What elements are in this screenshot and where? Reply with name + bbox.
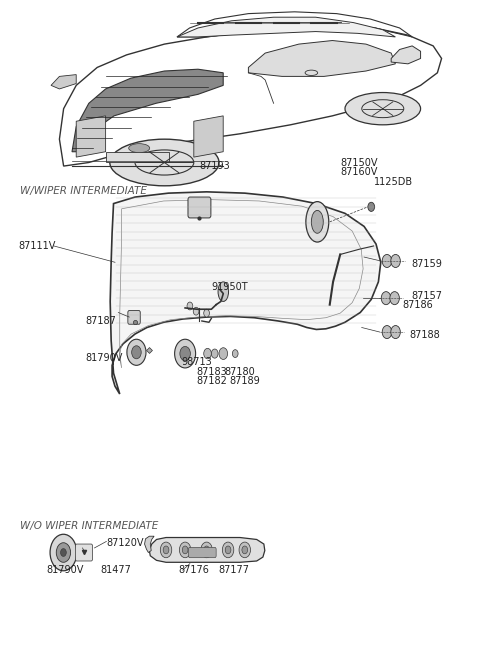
Text: 87111V: 87111V [18, 241, 56, 251]
Text: W/WIPER INTERMEDIATE: W/WIPER INTERMEDIATE [21, 185, 147, 196]
Circle shape [204, 546, 209, 554]
Circle shape [222, 542, 234, 558]
Polygon shape [76, 116, 106, 157]
FancyBboxPatch shape [188, 197, 211, 218]
Text: 87159: 87159 [412, 259, 443, 269]
Text: 87177: 87177 [218, 565, 250, 575]
Circle shape [204, 309, 209, 317]
FancyBboxPatch shape [75, 544, 93, 561]
Ellipse shape [110, 139, 219, 186]
Text: 87186: 87186 [402, 300, 433, 310]
FancyBboxPatch shape [128, 310, 140, 324]
Circle shape [182, 546, 188, 554]
Text: 87176: 87176 [178, 565, 209, 575]
Circle shape [193, 307, 199, 315]
Polygon shape [106, 152, 168, 162]
Text: 91950T: 91950T [211, 282, 248, 292]
Text: W/O WIPER INTERMEDIATE: W/O WIPER INTERMEDIATE [21, 521, 159, 531]
Circle shape [239, 542, 251, 558]
Circle shape [391, 254, 400, 267]
Polygon shape [194, 116, 223, 157]
Text: 87157: 87157 [412, 291, 443, 301]
Text: 87160V: 87160V [340, 167, 378, 178]
Polygon shape [248, 41, 396, 77]
Circle shape [381, 291, 391, 305]
Circle shape [180, 346, 191, 361]
Polygon shape [51, 75, 76, 89]
Text: 87193: 87193 [199, 160, 230, 171]
Text: 87180: 87180 [225, 367, 255, 377]
Text: 87187: 87187 [85, 316, 116, 326]
Circle shape [382, 254, 392, 267]
Polygon shape [144, 536, 154, 553]
Text: 87120V: 87120V [107, 538, 144, 548]
Text: 87188: 87188 [409, 330, 440, 341]
Circle shape [368, 202, 374, 212]
Circle shape [201, 542, 212, 558]
FancyBboxPatch shape [189, 548, 216, 558]
Circle shape [175, 339, 196, 368]
Ellipse shape [312, 210, 323, 233]
Text: 87183: 87183 [196, 367, 227, 377]
Circle shape [160, 542, 172, 558]
Polygon shape [177, 17, 396, 37]
Ellipse shape [306, 202, 329, 242]
Text: 81790V: 81790V [85, 353, 122, 363]
Polygon shape [110, 192, 381, 394]
Circle shape [60, 549, 66, 557]
Polygon shape [149, 538, 265, 562]
Text: 87182: 87182 [196, 376, 227, 386]
Text: 1125DB: 1125DB [373, 177, 413, 187]
Circle shape [50, 534, 77, 571]
Circle shape [204, 348, 211, 359]
Ellipse shape [218, 282, 228, 301]
Circle shape [225, 546, 231, 554]
Circle shape [163, 546, 169, 554]
Circle shape [242, 546, 248, 554]
Text: 81790V: 81790V [47, 565, 84, 575]
Circle shape [127, 339, 146, 365]
Circle shape [391, 326, 400, 339]
Ellipse shape [129, 143, 150, 153]
Circle shape [211, 349, 218, 358]
Circle shape [132, 346, 141, 359]
Circle shape [187, 302, 193, 310]
Polygon shape [391, 46, 420, 64]
Text: 81477: 81477 [101, 565, 132, 575]
Ellipse shape [345, 92, 420, 125]
Circle shape [180, 542, 191, 558]
Circle shape [219, 348, 228, 360]
Text: 87189: 87189 [229, 376, 260, 386]
Text: 87150V: 87150V [340, 158, 378, 168]
Polygon shape [79, 547, 90, 558]
Polygon shape [72, 69, 223, 152]
Circle shape [232, 350, 238, 358]
Circle shape [56, 543, 71, 562]
Circle shape [382, 326, 392, 339]
Circle shape [390, 291, 399, 305]
Text: 98713: 98713 [182, 357, 213, 367]
